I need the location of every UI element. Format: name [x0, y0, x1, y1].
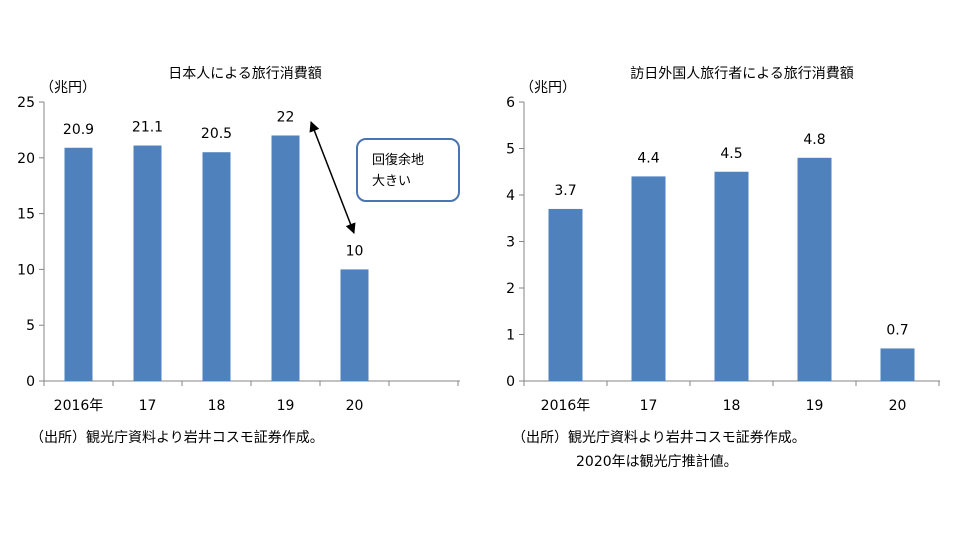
x-category-label: 19: [277, 398, 295, 414]
y-tick-label: 2: [506, 281, 515, 297]
y-tick-label: 1: [506, 328, 515, 344]
bar-value-label: 3.7: [554, 183, 576, 199]
x-category-label: 17: [640, 398, 658, 414]
bar-value-label: 4.8: [803, 132, 825, 148]
y-tick-label: 25: [17, 95, 35, 111]
left-source-note: （出所）観光庁資料より岩井コスモ証券作成。: [30, 430, 324, 446]
bar-value-label: 22: [277, 109, 295, 125]
bar-20: [880, 348, 915, 381]
x-category-label: 20: [346, 398, 364, 414]
bar-value-label: 0.7: [886, 322, 908, 338]
recovery-callout: 回復余地 大きい: [356, 138, 460, 202]
bar-value-label: 10: [346, 243, 364, 259]
domestic-travel-spending-chart: 日本人による旅行消費額 （兆円） 0 5 10 15 20 25 20.9 2016年 21.1 17…: [17, 66, 460, 414]
y-tick-label: 3: [506, 235, 515, 251]
bar-value-label: 4.4: [637, 150, 659, 166]
chart-title: 訪日外国人旅行者による旅行消費額: [630, 66, 854, 82]
bar-value-label: 20.9: [63, 122, 94, 138]
callout-line-2: 大きい: [372, 174, 412, 189]
bar-value-label: 4.5: [720, 146, 742, 162]
bar-20: [340, 269, 369, 381]
y-tick-label: 5: [506, 142, 515, 158]
bar-value-label: 20.5: [201, 126, 232, 142]
bar-18: [714, 171, 749, 381]
x-category-label: 17: [139, 398, 157, 414]
y-tick-label: 20: [17, 151, 35, 167]
bar-19: [797, 157, 832, 381]
y-tick-label: 15: [17, 207, 35, 223]
right-estimate-note: 2020年は観光庁推計値。: [576, 454, 738, 470]
bar-17: [133, 145, 162, 381]
y-tick-label: 4: [506, 188, 515, 204]
bar-2016年: [64, 147, 93, 381]
y-tick-label: 6: [506, 95, 515, 111]
bar-value-label: 21.1: [132, 120, 163, 136]
y-tick-label: 5: [26, 318, 35, 334]
y-tick-label: 10: [17, 262, 35, 278]
x-category-label: 2016年: [541, 398, 591, 414]
x-category-label: 2016年: [54, 398, 104, 414]
x-category-label: 18: [723, 398, 741, 414]
bar-2016年: [548, 208, 583, 381]
x-category-label: 18: [208, 398, 226, 414]
bar-19: [271, 135, 300, 381]
bar-17: [631, 176, 666, 381]
y-tick-label: 0: [506, 374, 515, 390]
x-category-label: 20: [889, 398, 907, 414]
chart-title: 日本人による旅行消費額: [168, 66, 322, 82]
y-tick-label: 0: [26, 374, 35, 390]
y-axis-unit-label: （兆円）: [40, 80, 96, 96]
recovery-arrow: [309, 121, 356, 234]
right-source-note: （出所）観光庁資料より岩井コスモ証券作成。: [512, 430, 806, 446]
y-axis-unit-label: （兆円）: [520, 80, 576, 96]
callout-line-1: 回復余地: [372, 153, 425, 168]
x-category-label: 19: [806, 398, 824, 414]
inbound-travel-spending-chart: 訪日外国人旅行者による旅行消費額 （兆円） 0 1 2 3 4 5 6 3.7 2016年 4.4 17…: [506, 66, 940, 414]
bar-18: [202, 152, 231, 381]
